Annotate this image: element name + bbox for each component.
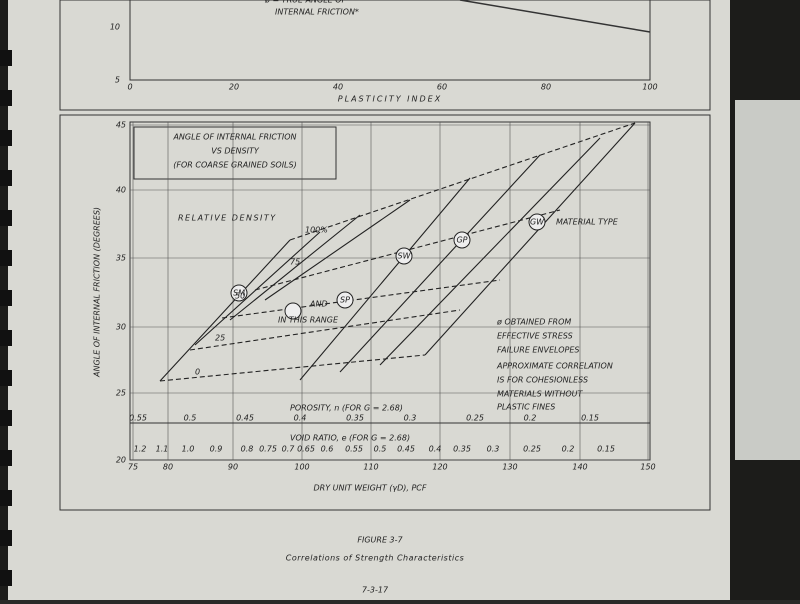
annotation: AND	[309, 300, 328, 309]
x-tick-label: 100	[294, 463, 309, 472]
porosity-tick: 0.4	[294, 414, 307, 423]
void-tick: 1.2	[134, 445, 147, 454]
figure-number: FIGURE 3-7	[357, 536, 403, 545]
density-label: 100%	[305, 226, 328, 235]
void-tick: 0.65	[297, 445, 315, 454]
note: ø OBTAINED FROM	[496, 318, 571, 327]
void-tick: 0.25	[523, 445, 541, 454]
void-tick: 0.55	[345, 445, 363, 454]
chart-title: VS DENSITY	[211, 147, 260, 156]
x-tick-label: 75	[128, 463, 138, 472]
y-tick-label: 35	[116, 254, 126, 263]
chart-title: (FOR COARSE GRAINED SOILS)	[173, 161, 296, 170]
x-tick-label: 80	[163, 463, 173, 472]
note: FAILURE ENVELOPES	[497, 346, 579, 355]
x-axis-label: PLASTICITY INDEX	[338, 95, 442, 104]
density-label: 75	[290, 258, 300, 267]
porosity-tick: 0.55	[129, 414, 147, 423]
porosity-tick: 0.5	[184, 414, 197, 423]
material-label: GW	[530, 218, 545, 227]
void-tick: 0.5	[374, 445, 387, 454]
void-tick: 1.0	[182, 445, 195, 454]
x-tick-label: 20	[229, 83, 239, 92]
x-tick-label: 150	[640, 463, 655, 472]
material-circles	[230, 213, 546, 320]
y-tick-label: 30	[116, 323, 126, 332]
material-marker	[453, 231, 471, 249]
paper	[8, 0, 730, 600]
porosity-tick: 0.35	[346, 414, 364, 423]
annotation: RELATIVE DENSITY	[178, 214, 277, 223]
void-tick: 0.35	[453, 445, 471, 454]
x-tick-label: 130	[502, 463, 517, 472]
y-axis-label: ANGLE OF INTERNAL FRICTION (DEGREES)	[93, 207, 102, 378]
void-tick: 0.6	[321, 445, 334, 454]
y-tick-label: 10	[110, 23, 120, 32]
note: EFFECTIVE STRESS	[497, 332, 573, 341]
x-axis-label: DRY UNIT WEIGHT (γD), PCF	[314, 484, 427, 493]
annotation: ø = TRUE ANGLE OF	[264, 0, 347, 5]
top-chart-frame	[59, 0, 711, 111]
material-label: SW	[398, 252, 412, 261]
material-marker	[284, 302, 302, 320]
void-tick: 0.4	[429, 445, 442, 454]
void-tick: 0.8	[241, 445, 254, 454]
porosity-tick: 0.15	[581, 414, 599, 423]
scale-label: POROSITY, n (FOR G = 2.68)	[290, 404, 403, 413]
porosity-tick: 0.45	[236, 414, 254, 423]
note: PLASTIC FINES	[497, 403, 555, 412]
x-tick-label: 0	[127, 83, 132, 92]
porosity-tick: 0.2	[524, 414, 537, 423]
material-marker	[230, 284, 248, 302]
density-label: 50	[235, 292, 245, 301]
material-label: SM	[233, 289, 245, 298]
chart-title: ANGLE OF INTERNAL FRICTION	[172, 133, 296, 142]
y-tick-label: 20	[116, 456, 126, 465]
note: APPROXIMATE CORRELATION	[496, 362, 613, 371]
annotation: IN THIS RANGE	[278, 316, 339, 325]
porosity-tick: 0.25	[466, 414, 484, 423]
x-tick-label: 100	[642, 83, 657, 92]
void-tick: 0.15	[597, 445, 615, 454]
void-tick: 0.9	[210, 445, 223, 454]
x-tick-label: 120	[432, 463, 447, 472]
note: IS FOR COHESIONLESS	[497, 376, 588, 385]
x-tick-label: 90	[228, 463, 238, 472]
spiral-holes	[0, 50, 12, 586]
y-tick-label: 25	[116, 389, 126, 398]
x-tick-label: 60	[437, 83, 447, 92]
density-label: 0	[195, 368, 200, 377]
y-tick-label: 45	[116, 121, 126, 130]
x-tick-label: 110	[363, 463, 378, 472]
porosity-tick: 0.3	[404, 414, 417, 423]
note: MATERIALS WITHOUT	[497, 390, 584, 399]
side-paper	[735, 100, 800, 460]
void-tick: 0.45	[397, 445, 415, 454]
page-number: 7-3-17	[362, 586, 389, 595]
void-tick: 0.75	[259, 445, 277, 454]
material-label: GP	[456, 236, 467, 245]
y-tick-label: 5	[115, 76, 120, 85]
scale-label: VOID RATIO, e (FOR G = 2.68)	[290, 434, 410, 443]
annotation: MATERIAL TYPE	[556, 218, 619, 227]
x-tick-label: 140	[572, 463, 587, 472]
material-marker	[528, 213, 546, 231]
figure-title: Correlations of Strength Characteristics	[286, 554, 465, 563]
material-label: SP	[340, 296, 350, 305]
y-tick-label: 40	[116, 186, 126, 195]
material-marker	[395, 247, 413, 265]
material-marker	[336, 291, 354, 309]
density-label: 25	[215, 334, 225, 343]
void-tick: 0.2	[562, 445, 575, 454]
void-tick: 0.7	[282, 445, 296, 454]
annotation: INTERNAL FRICTION*	[275, 8, 359, 17]
void-tick: 0.3	[487, 445, 500, 454]
x-tick-label: 40	[333, 83, 343, 92]
correlation-lines	[159, 122, 636, 382]
void-tick: 1.1	[156, 445, 169, 454]
x-tick-label: 80	[541, 83, 551, 92]
